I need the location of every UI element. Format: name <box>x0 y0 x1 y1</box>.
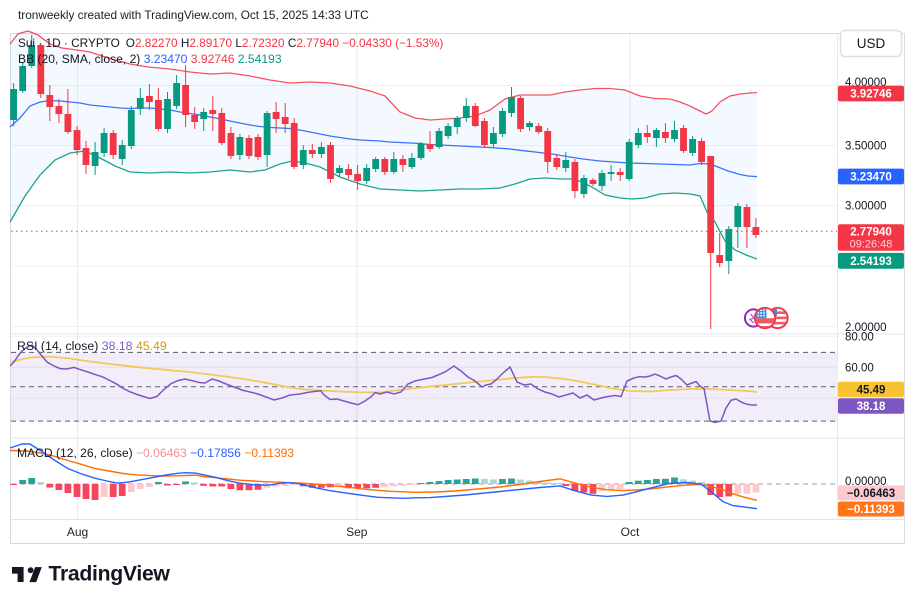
svg-text:Oct: Oct <box>621 525 640 539</box>
svg-text:BB (20, SMA, close, 2) 3.23470: BB (20, SMA, close, 2) 3.23470 3.92746 2… <box>18 52 282 66</box>
svg-text:3.50000: 3.50000 <box>845 141 887 153</box>
svg-text:60.00: 60.00 <box>845 362 874 374</box>
svg-text:tronweekly created with Tradin: tronweekly created with TradingView.com,… <box>18 8 369 22</box>
svg-text:−0.06463: −0.06463 <box>847 488 895 500</box>
svg-text:RSI (14, close) 38.18 45.49: RSI (14, close) 38.18 45.49 <box>17 339 167 353</box>
svg-text:2.00000: 2.00000 <box>845 322 887 334</box>
svg-text:Sep: Sep <box>346 525 368 539</box>
svg-text:USD: USD <box>857 36 886 51</box>
svg-text:0.00000: 0.00000 <box>845 476 887 488</box>
svg-text:Sui · 1D · CRYPTO O2.82270 H2.: Sui · 1D · CRYPTO O2.82270 H2.89170 L2.7… <box>18 36 443 50</box>
svg-text:80.00: 80.00 <box>845 331 874 343</box>
svg-text:3.00000: 3.00000 <box>845 201 887 213</box>
svg-text:TradingView: TradingView <box>49 563 171 586</box>
svg-text:Aug: Aug <box>67 525 88 539</box>
svg-text:2.77940: 2.77940 <box>850 227 892 239</box>
svg-text:09:26:48: 09:26:48 <box>850 239 893 251</box>
svg-text:3.92746: 3.92746 <box>850 89 892 101</box>
svg-text:45.49: 45.49 <box>857 385 886 397</box>
svg-text:2.54193: 2.54193 <box>850 256 892 268</box>
svg-text:3.23470: 3.23470 <box>850 172 892 184</box>
svg-text:MACD (12, 26, close) −0.06463: MACD (12, 26, close) −0.06463 −0.17856 −… <box>17 446 294 460</box>
svg-text:−0.11393: −0.11393 <box>847 504 895 516</box>
svg-text:38.18: 38.18 <box>857 401 886 413</box>
